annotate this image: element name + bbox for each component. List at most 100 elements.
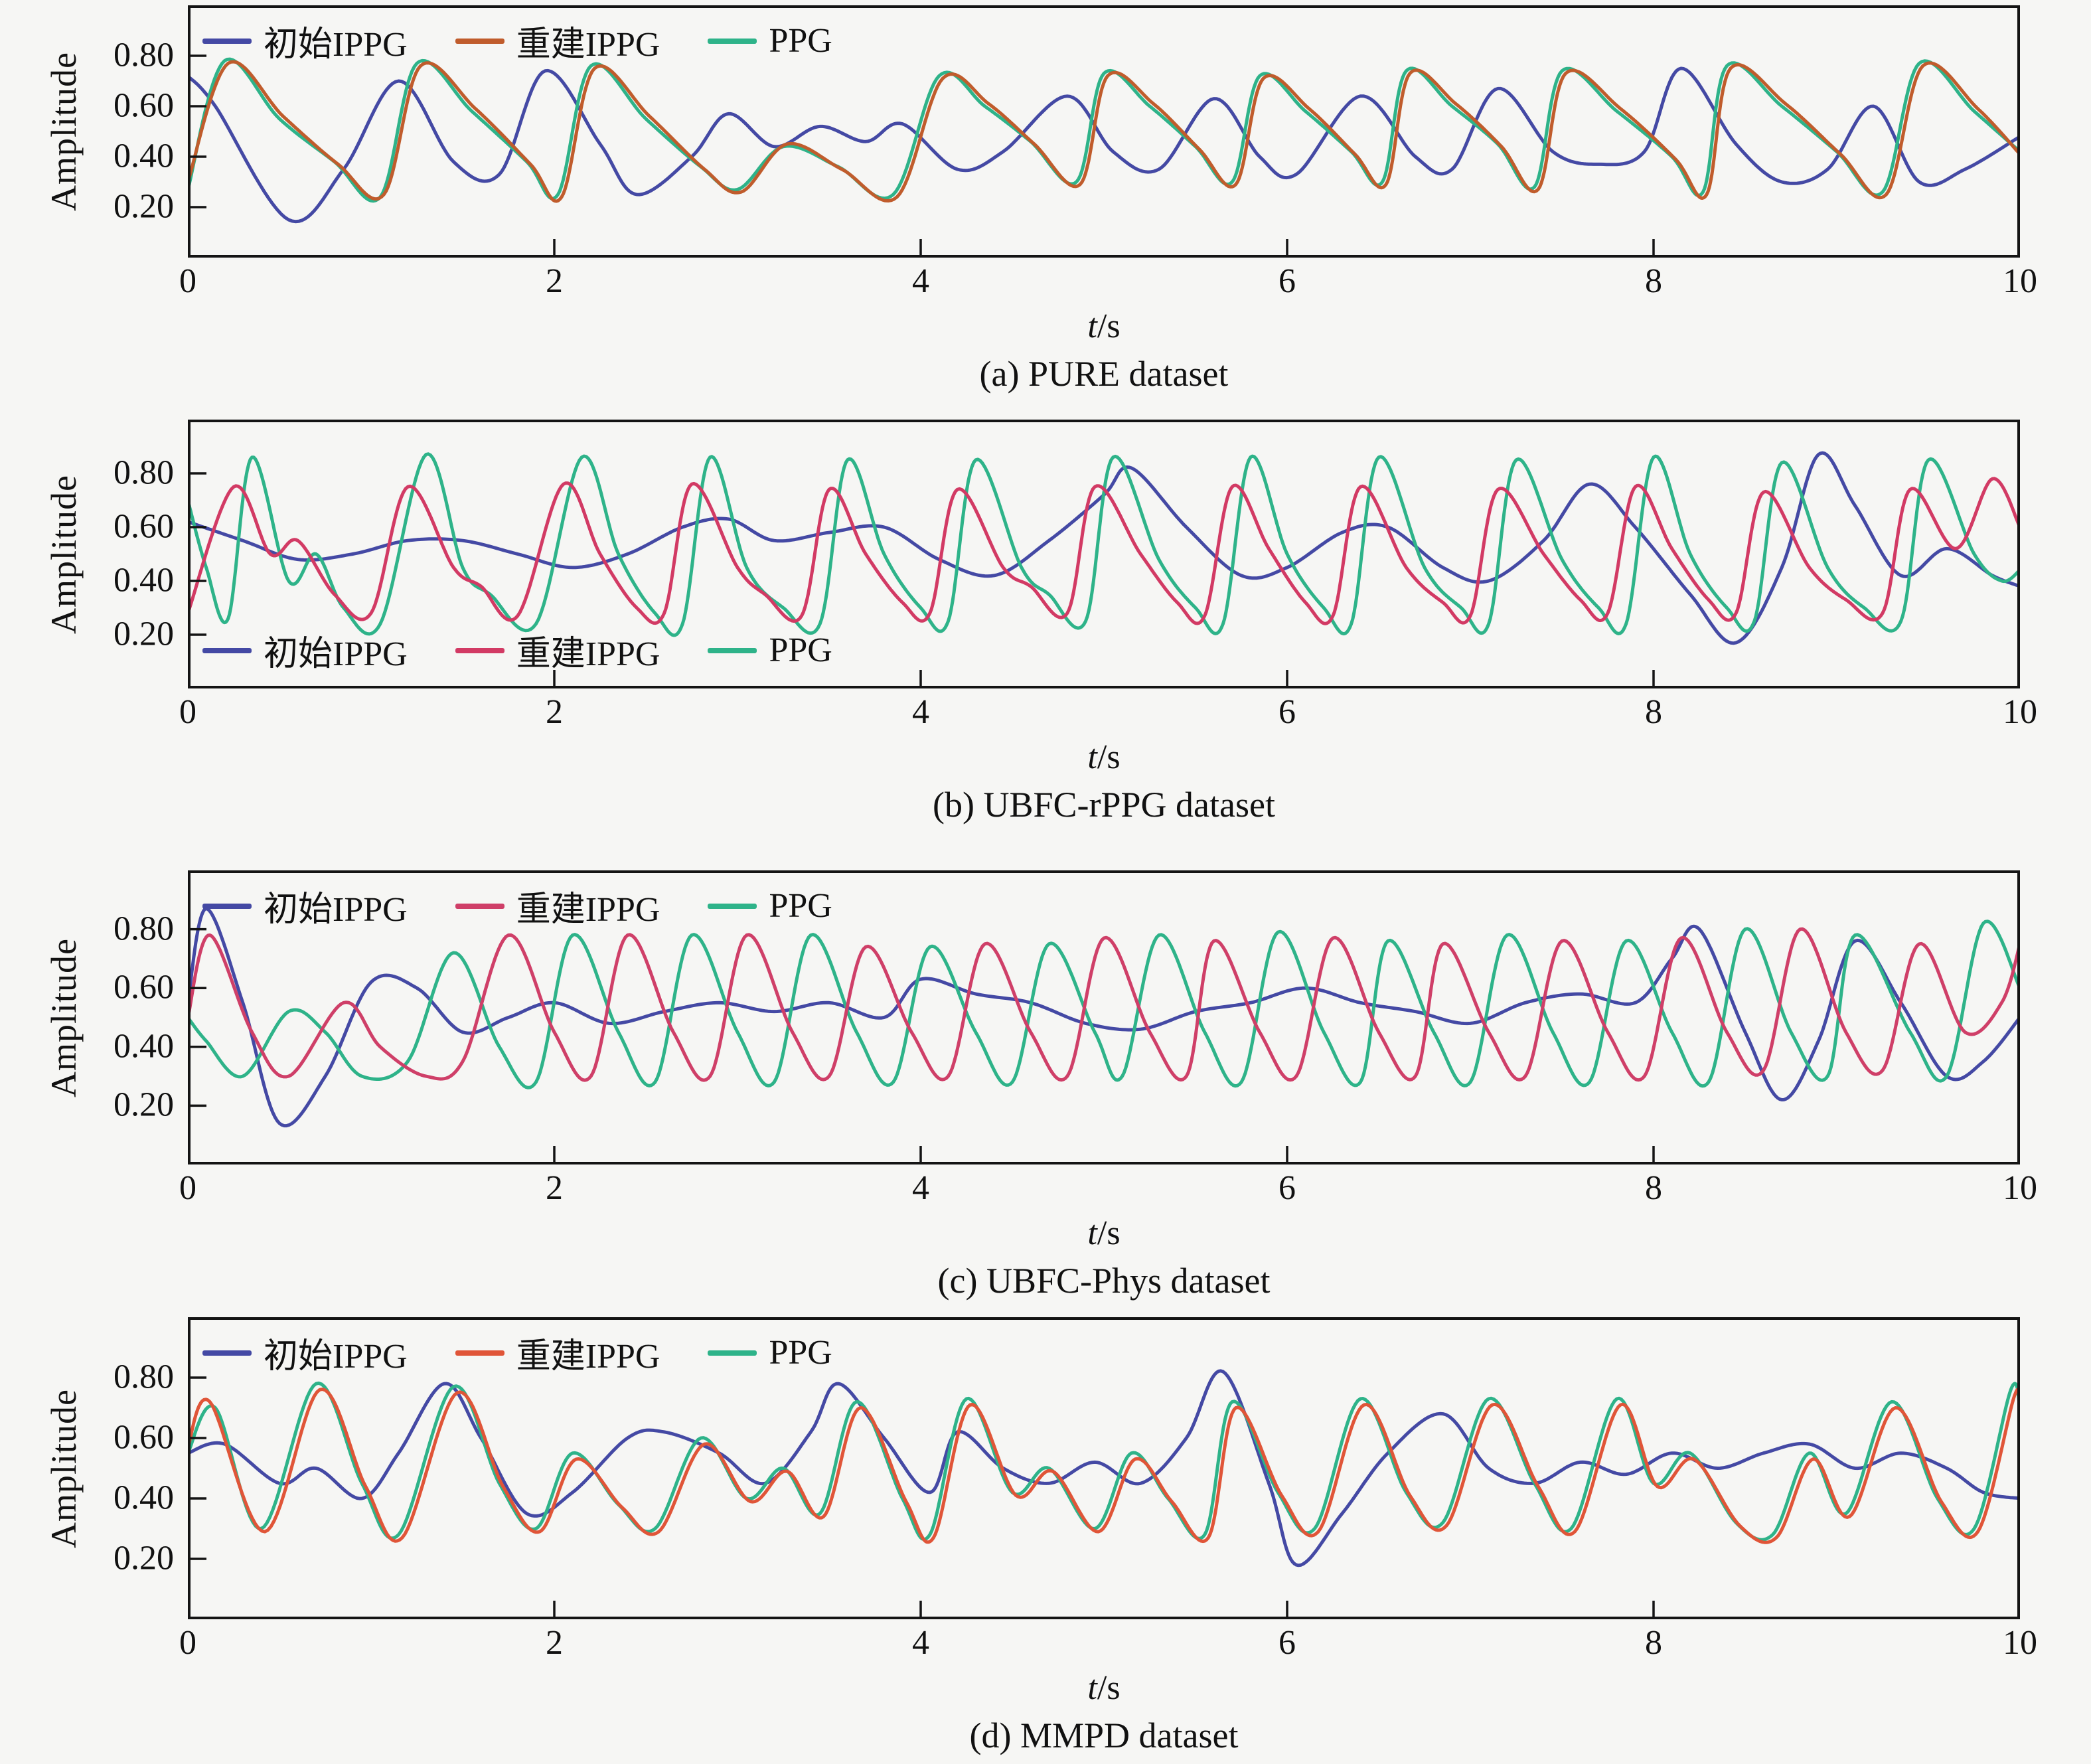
y-axis-ticks: 0.80 0.60 0.40 0.20 — [0, 870, 174, 1164]
y-tick-label: 0.80 — [114, 453, 174, 492]
y-tick-label: 0.60 — [114, 507, 174, 546]
legend-line-swatch — [202, 647, 252, 653]
x-axis-label-unit: /s — [1097, 1214, 1121, 1252]
legend-item-rebuilt-ippg: 重建IPPG — [455, 1328, 660, 1378]
legend-line-swatch — [455, 647, 504, 653]
y-tick-label: 0.60 — [114, 1418, 174, 1457]
panel-pure: Amplitude 0.80 0.60 0.40 0.20 初始IPPG 重建IPPG P… — [0, 5, 2091, 402]
series-line-ppg — [188, 920, 2020, 1089]
x-axis-label: t/s — [188, 1668, 2020, 1715]
y-axis-ticks: 0.80 0.60 0.40 0.20 — [0, 5, 174, 258]
x-tick-label: 4 — [912, 262, 929, 300]
x-axis-ticks: 0 2 4 6 8 10 — [179, 688, 2037, 738]
legend-label: PPG — [769, 887, 832, 925]
x-tick-label: 6 — [1278, 262, 1296, 300]
y-tick-label: 0.40 — [114, 561, 174, 600]
series-line-initial-ippg — [188, 907, 2020, 1128]
legend-item-initial-ippg: 初始IPPG — [202, 881, 408, 931]
caption-mmpd: (d) MMPD dataset — [969, 1716, 1239, 1755]
chart-canvas-pure — [188, 5, 2020, 258]
legend-label: 初始IPPG — [264, 891, 408, 929]
x-tick-label: 10 — [2003, 1169, 2037, 1207]
x-tick-label: 0 — [179, 693, 196, 731]
y-tick-label: 0.80 — [114, 36, 174, 74]
x-tick-label: 8 — [1645, 1624, 1662, 1662]
x-axis-label-var: t — [1087, 1214, 1097, 1252]
legend-line-swatch — [202, 38, 252, 44]
series-line-rebuilt-ippg — [188, 927, 2020, 1082]
legend-line-swatch — [455, 1350, 504, 1356]
legend-item-initial-ippg: 初始IPPG — [202, 16, 408, 66]
plot-row-d: Amplitude 0.80 0.60 0.40 0.20 初始IPPG 重建IPPG P… — [0, 1317, 2091, 1619]
plot-row-c: Amplitude 0.80 0.60 0.40 0.20 初始IPPG 重建IPPG P… — [0, 870, 2091, 1164]
legend: 初始IPPG 重建IPPG PPG — [202, 881, 832, 931]
legend-item-ppg: PPG — [708, 21, 832, 60]
series-line-rebuilt-ippg — [188, 60, 2020, 203]
panel-mmpd: Amplitude 0.80 0.60 0.40 0.20 初始IPPG 重建IPPG P… — [0, 1317, 2091, 1764]
series-line-rebuilt-ippg — [188, 1388, 2020, 1544]
y-tick-label: 0.20 — [114, 187, 174, 226]
x-axis-ticks: 0 2 4 6 8 10 — [179, 1619, 2037, 1668]
chart-canvas-ubfc-phys — [188, 870, 2020, 1164]
x-axis-label-var: t — [1087, 738, 1097, 776]
x-tick-label: 4 — [912, 693, 929, 731]
x-tick-label: 8 — [1645, 262, 1662, 300]
x-tick-label: 10 — [2003, 1624, 2037, 1662]
plot-area: 初始IPPG 重建IPPG PPG — [188, 870, 2020, 1164]
plot-area: 初始IPPG 重建IPPG PPG — [188, 5, 2020, 258]
panel-ubfc-phys: Amplitude 0.80 0.60 0.40 0.20 初始IPPG 重建IPPG P… — [0, 870, 2091, 1309]
y-tick-label: 0.60 — [114, 968, 174, 1006]
plot-row-a: Amplitude 0.80 0.60 0.40 0.20 初始IPPG 重建IPPG P… — [0, 5, 2091, 258]
plot-frame — [188, 870, 2020, 1164]
legend-label: PPG — [769, 22, 832, 60]
legend-line-swatch — [708, 1350, 757, 1356]
x-axis-label-unit: /s — [1097, 738, 1121, 776]
legend-label: 初始IPPG — [264, 635, 408, 673]
x-tick-label: 10 — [2003, 693, 2037, 731]
series-line-rebuilt-ippg — [188, 477, 2020, 625]
caption-pure: (a) PURE dataset — [979, 354, 1229, 394]
x-tick-label: 10 — [2003, 262, 2037, 300]
x-axis-label: t/s — [188, 1214, 2020, 1260]
series-line-initial-ippg — [188, 1369, 2020, 1567]
legend-item-rebuilt-ippg: 重建IPPG — [455, 881, 660, 931]
legend-item-rebuilt-ippg: 重建IPPG — [455, 625, 660, 675]
legend-label: 重建IPPG — [516, 891, 660, 929]
legend: 初始IPPG 重建IPPG PPG — [202, 1328, 832, 1378]
x-axis-label-var: t — [1087, 307, 1097, 345]
x-axis-label: t/s — [188, 738, 2020, 784]
x-axis-label-unit: /s — [1097, 1669, 1121, 1707]
legend-label: 重建IPPG — [516, 26, 660, 64]
y-tick-label: 0.20 — [114, 1085, 174, 1124]
y-tick-label: 0.20 — [114, 1539, 174, 1577]
x-tick-label: 4 — [912, 1624, 929, 1662]
legend-item-ppg: PPG — [708, 1333, 832, 1372]
legend-line-swatch — [455, 903, 504, 909]
y-tick-label: 0.40 — [114, 1479, 174, 1517]
caption-ubfc-phys: (c) UBFC-Phys dataset — [937, 1261, 1271, 1301]
legend-line-swatch — [455, 38, 504, 44]
chart-canvas-mmpd — [188, 1317, 2020, 1619]
x-axis-label-var: t — [1087, 1669, 1097, 1707]
x-tick-label: 4 — [912, 1169, 929, 1207]
legend: 初始IPPG 重建IPPG PPG — [202, 16, 832, 66]
plot-area: 初始IPPG 重建IPPG PPG — [188, 420, 2020, 688]
x-tick-label: 2 — [546, 262, 563, 300]
x-tick-label: 2 — [546, 693, 563, 731]
x-axis-label: t/s — [188, 307, 2020, 353]
legend-line-swatch — [202, 1350, 252, 1356]
legend-item-initial-ippg: 初始IPPG — [202, 625, 408, 675]
plot-area: 初始IPPG 重建IPPG PPG — [188, 1317, 2020, 1619]
legend: 初始IPPG 重建IPPG PPG — [202, 625, 832, 675]
legend-label: 重建IPPG — [516, 635, 660, 673]
chart-canvas-ubfc-rppg — [188, 420, 2020, 688]
plot-row-b: Amplitude 0.80 0.60 0.40 0.20 初始IPPG 重建IPPG P… — [0, 420, 2091, 688]
y-tick-label: 0.80 — [114, 1358, 174, 1396]
y-tick-label: 0.20 — [114, 615, 174, 653]
y-axis-ticks: 0.80 0.60 0.40 0.20 — [0, 1317, 174, 1619]
x-axis-ticks: 0 2 4 6 8 10 — [179, 258, 2037, 307]
series-line-initial-ippg — [188, 451, 2020, 645]
legend-label: 初始IPPG — [264, 1338, 408, 1376]
plot-frame — [188, 420, 2020, 688]
